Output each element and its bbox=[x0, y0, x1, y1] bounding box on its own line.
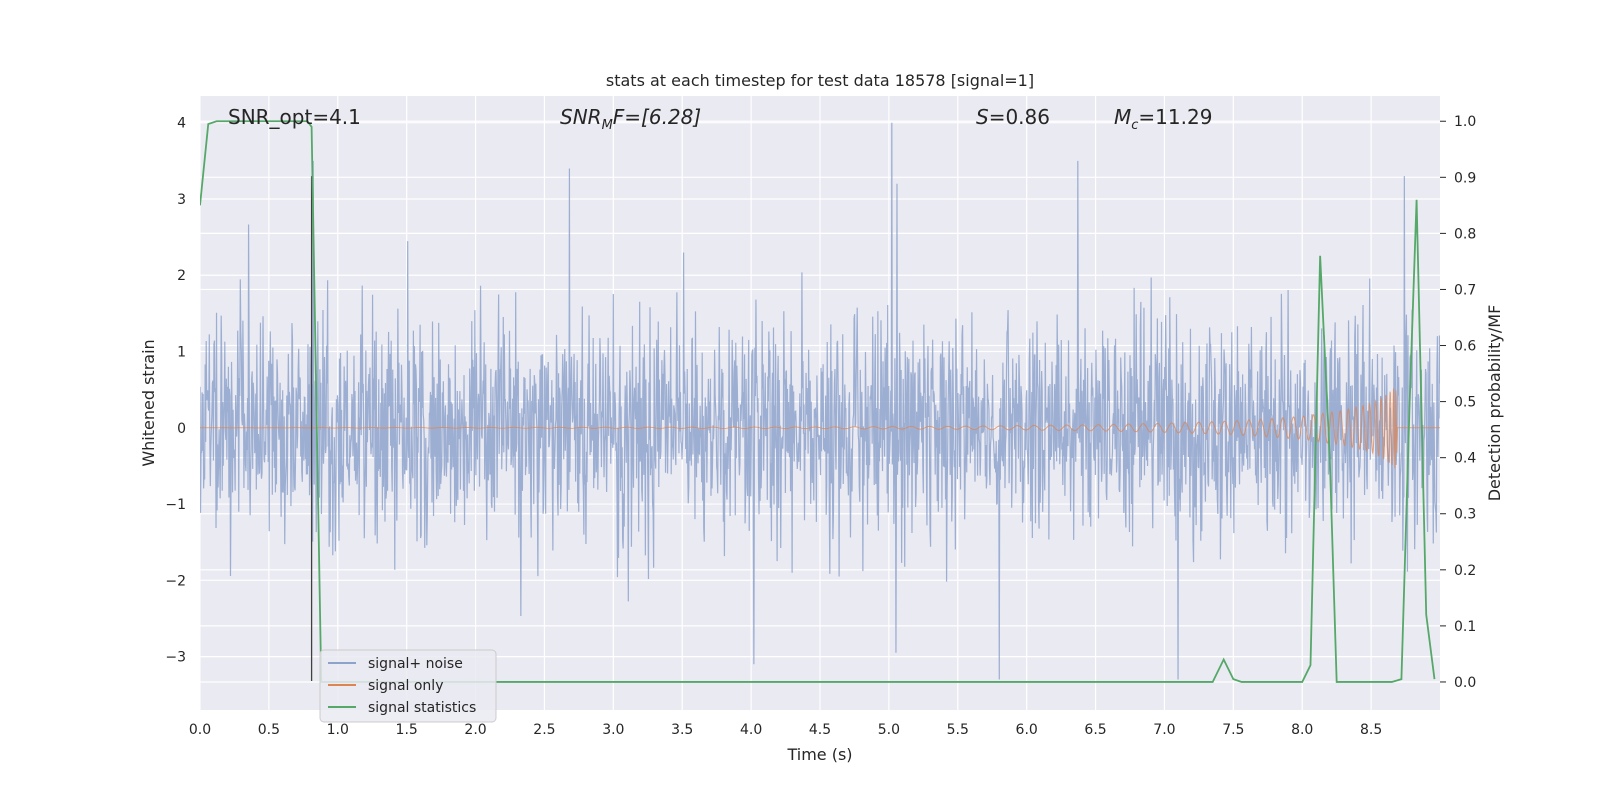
y-left-tick-label: 0 bbox=[177, 421, 186, 437]
annotation-snr-mf-rest: F=[6.28] bbox=[613, 105, 701, 129]
x-tick-label: 4.5 bbox=[809, 722, 831, 738]
annotation-s-symbol: S bbox=[976, 105, 989, 129]
y-right-tick-label: 1.0 bbox=[1454, 114, 1476, 130]
annotation-mc: Mc=11.29 bbox=[1114, 105, 1212, 133]
y-left-tick-label: −1 bbox=[165, 497, 186, 513]
x-tick-labels: 0.0 0.5 1.0 1.5 2.0 2.5 3.0 3.5 4.0 4.5 5.0 5.5 6.0 6… bbox=[189, 722, 1382, 738]
y-left-axis-label: Whitened strain bbox=[139, 339, 158, 466]
y-right-tick-label: 0.1 bbox=[1454, 619, 1476, 635]
x-tick-label: 6.0 bbox=[1016, 722, 1038, 738]
y-right-tick-label: 0.0 bbox=[1454, 675, 1476, 691]
y-left-tick-labels: −3 −2 −1 0 1 2 3 4 bbox=[165, 116, 186, 666]
annotation-s-value: =0.86 bbox=[989, 105, 1050, 129]
y-right-axis-label: Detection probability/MF bbox=[1485, 305, 1504, 502]
x-axis-label: Time (s) bbox=[786, 745, 852, 764]
x-tick-label: 2.5 bbox=[533, 722, 555, 738]
annotation-snr-mf: SNRMF=[6.28] bbox=[560, 105, 701, 133]
y-right-tick-label: 0.4 bbox=[1454, 451, 1476, 467]
annotation-snr-mf-prefix: SNR bbox=[560, 105, 602, 129]
annotation-snr-mf-sub: M bbox=[602, 118, 613, 133]
x-tick-label: 1.0 bbox=[327, 722, 349, 738]
x-tick-label: 6.5 bbox=[1084, 722, 1106, 738]
annotation-mc-value: =11.29 bbox=[1138, 105, 1212, 129]
x-tick-label: 1.5 bbox=[396, 722, 418, 738]
y-right-tick-label: 0.2 bbox=[1454, 563, 1476, 579]
y-right-tick-label: 0.5 bbox=[1454, 395, 1476, 411]
y-left-tick-label: 4 bbox=[177, 116, 186, 132]
chart-title: stats at each timestep for test data 185… bbox=[606, 71, 1034, 90]
legend-box bbox=[319, 649, 497, 723]
legend: signal+ noise signal only signal statist… bbox=[319, 649, 497, 723]
x-tick-label: 8.0 bbox=[1291, 722, 1313, 738]
x-tick-label: 8.5 bbox=[1360, 722, 1382, 738]
data-layer bbox=[200, 120, 1440, 683]
legend-label-signal-only: signal only bbox=[368, 678, 443, 694]
y-left-tick-label: 2 bbox=[177, 268, 186, 284]
x-tick-label: 7.0 bbox=[1153, 722, 1175, 738]
series-signal-statistics-line bbox=[200, 120, 1436, 683]
y-left-tick-label: 1 bbox=[177, 345, 186, 361]
x-tick-label: 3.0 bbox=[602, 722, 624, 738]
annotation-mc-sub: c bbox=[1131, 118, 1138, 133]
annotation-s: S=0.86 bbox=[976, 105, 1050, 129]
y-left-tick-label: 3 bbox=[177, 192, 186, 208]
annotation-snr-opt: SNR_opt=4.1 bbox=[228, 105, 361, 129]
x-tick-label: 5.0 bbox=[878, 722, 900, 738]
legend-label-signal-statistics: signal statistics bbox=[368, 700, 476, 716]
series-signal-only-line bbox=[200, 388, 1440, 469]
x-tick-label: 4.0 bbox=[740, 722, 762, 738]
y-right-tick-labels: 0.0 0.1 0.2 0.3 0.4 0.5 0.6 0.7 0.8 0.9 1.0 bbox=[1440, 114, 1476, 691]
y-right-tick-label: 0.7 bbox=[1454, 282, 1476, 298]
x-tick-label: 0.0 bbox=[189, 722, 211, 738]
x-tick-label: 0.5 bbox=[258, 722, 280, 738]
series-signal-noise-line bbox=[200, 122, 1440, 680]
x-tick-label: 5.5 bbox=[947, 722, 969, 738]
x-tick-label: 2.0 bbox=[464, 722, 486, 738]
annotation-mc-symbol: M bbox=[1114, 105, 1131, 129]
x-tick-label: 7.5 bbox=[1222, 722, 1244, 738]
y-right-tick-label: 0.6 bbox=[1454, 339, 1476, 355]
x-tick-label: 3.5 bbox=[671, 722, 693, 738]
y-left-tick-label: −3 bbox=[165, 650, 186, 666]
y-left-tick-label: −2 bbox=[165, 573, 186, 589]
y-right-tick-label: 0.8 bbox=[1454, 226, 1476, 242]
y-right-tick-label: 0.9 bbox=[1454, 170, 1476, 186]
legend-label-signal-noise: signal+ noise bbox=[368, 656, 463, 672]
y-right-tick-label: 0.3 bbox=[1454, 507, 1476, 523]
